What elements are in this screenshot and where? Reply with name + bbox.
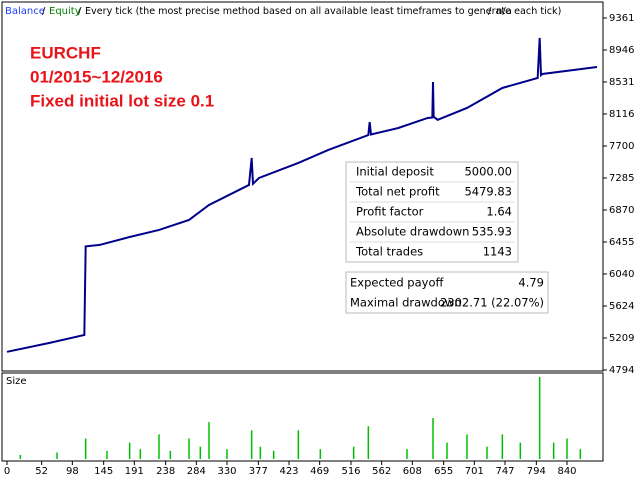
x-tick-label: 191 (125, 466, 144, 477)
stat-label: Initial deposit (356, 165, 434, 179)
stat-value: 1143 (483, 245, 512, 259)
y-tick-label: 6455 (609, 237, 634, 248)
period-text: n/a (496, 6, 512, 17)
stat-label: Profit factor (356, 205, 424, 219)
x-tick-label: 377 (249, 466, 268, 477)
x-tick-label: 562 (372, 466, 391, 477)
stat-label: Maximal drawdown (350, 296, 462, 310)
x-tick-label: 655 (434, 466, 453, 477)
stat-value: 5000.00 (464, 165, 512, 179)
y-tick-label: 9361 (609, 13, 634, 24)
y-tick-label: 6870 (609, 205, 634, 216)
y-tick-label: 8946 (609, 45, 634, 56)
x-tick-label: 52 (35, 466, 48, 477)
legend-balance: Balance (5, 6, 45, 17)
x-tick-label: 747 (495, 466, 514, 477)
size-frame (1, 372, 604, 462)
y-tick-label: 6040 (609, 269, 634, 280)
x-tick-label: 98 (66, 466, 79, 477)
stat-value: 4.79 (518, 276, 544, 290)
separator: / (78, 6, 82, 17)
x-tick-label: 423 (279, 466, 298, 477)
stat-label: Total trades (355, 245, 423, 259)
x-tick-label: 284 (187, 466, 206, 477)
x-tick-label: 145 (94, 466, 113, 477)
stat-label: Total net profit (355, 185, 440, 199)
balance-line (6, 37, 598, 353)
stat-value: 2302.71 (22.07%) (440, 296, 544, 310)
stat-value: 1.64 (486, 205, 512, 219)
legend-equity: Equity (49, 6, 81, 17)
y-tick-label: 5209 (609, 333, 634, 344)
x-tick-label: 0 (4, 466, 10, 477)
annotation: 01/2015~12/2016 (30, 67, 163, 86)
header: Balance / Equity / Every tick (the most … (5, 6, 561, 17)
separator: / (42, 6, 46, 17)
y-tick-label: 8116 (609, 109, 634, 120)
stats-box (345, 271, 549, 314)
stats-box (345, 161, 519, 263)
y-tick-label: 7285 (609, 173, 634, 184)
y-tick-label: 7700 (609, 141, 634, 152)
stat-value: 5479.83 (464, 185, 512, 199)
x-tick-label: 330 (217, 466, 236, 477)
x-tick-label: 469 (310, 466, 329, 477)
annotation: EURCHF (30, 43, 101, 62)
stat-value: 535.93 (472, 225, 512, 239)
x-tick-label: 794 (527, 466, 546, 477)
x-tick-label: 840 (557, 466, 576, 477)
stats-table: Initial deposit 5000.00 Total net profit 54… (345, 161, 549, 314)
x-tick-label: 701 (465, 466, 484, 477)
x-tick-label: 238 (156, 466, 175, 477)
y-tick-label: 8531 (609, 77, 634, 88)
y-tick-label: 5624 (609, 301, 634, 312)
stat-label: Expected payoff (350, 276, 444, 290)
stat-label: Absolute drawdown (356, 225, 469, 239)
model-text: Every tick (the most precise method base… (85, 6, 561, 17)
x-tick-label: 516 (341, 466, 360, 477)
size-label: Size (6, 376, 27, 387)
y-tick-label: 4794 (609, 365, 634, 376)
separator: / (488, 6, 492, 17)
x-tick-label: 608 (403, 466, 422, 477)
annotation: Fixed initial lot size 0.1 (30, 91, 214, 110)
